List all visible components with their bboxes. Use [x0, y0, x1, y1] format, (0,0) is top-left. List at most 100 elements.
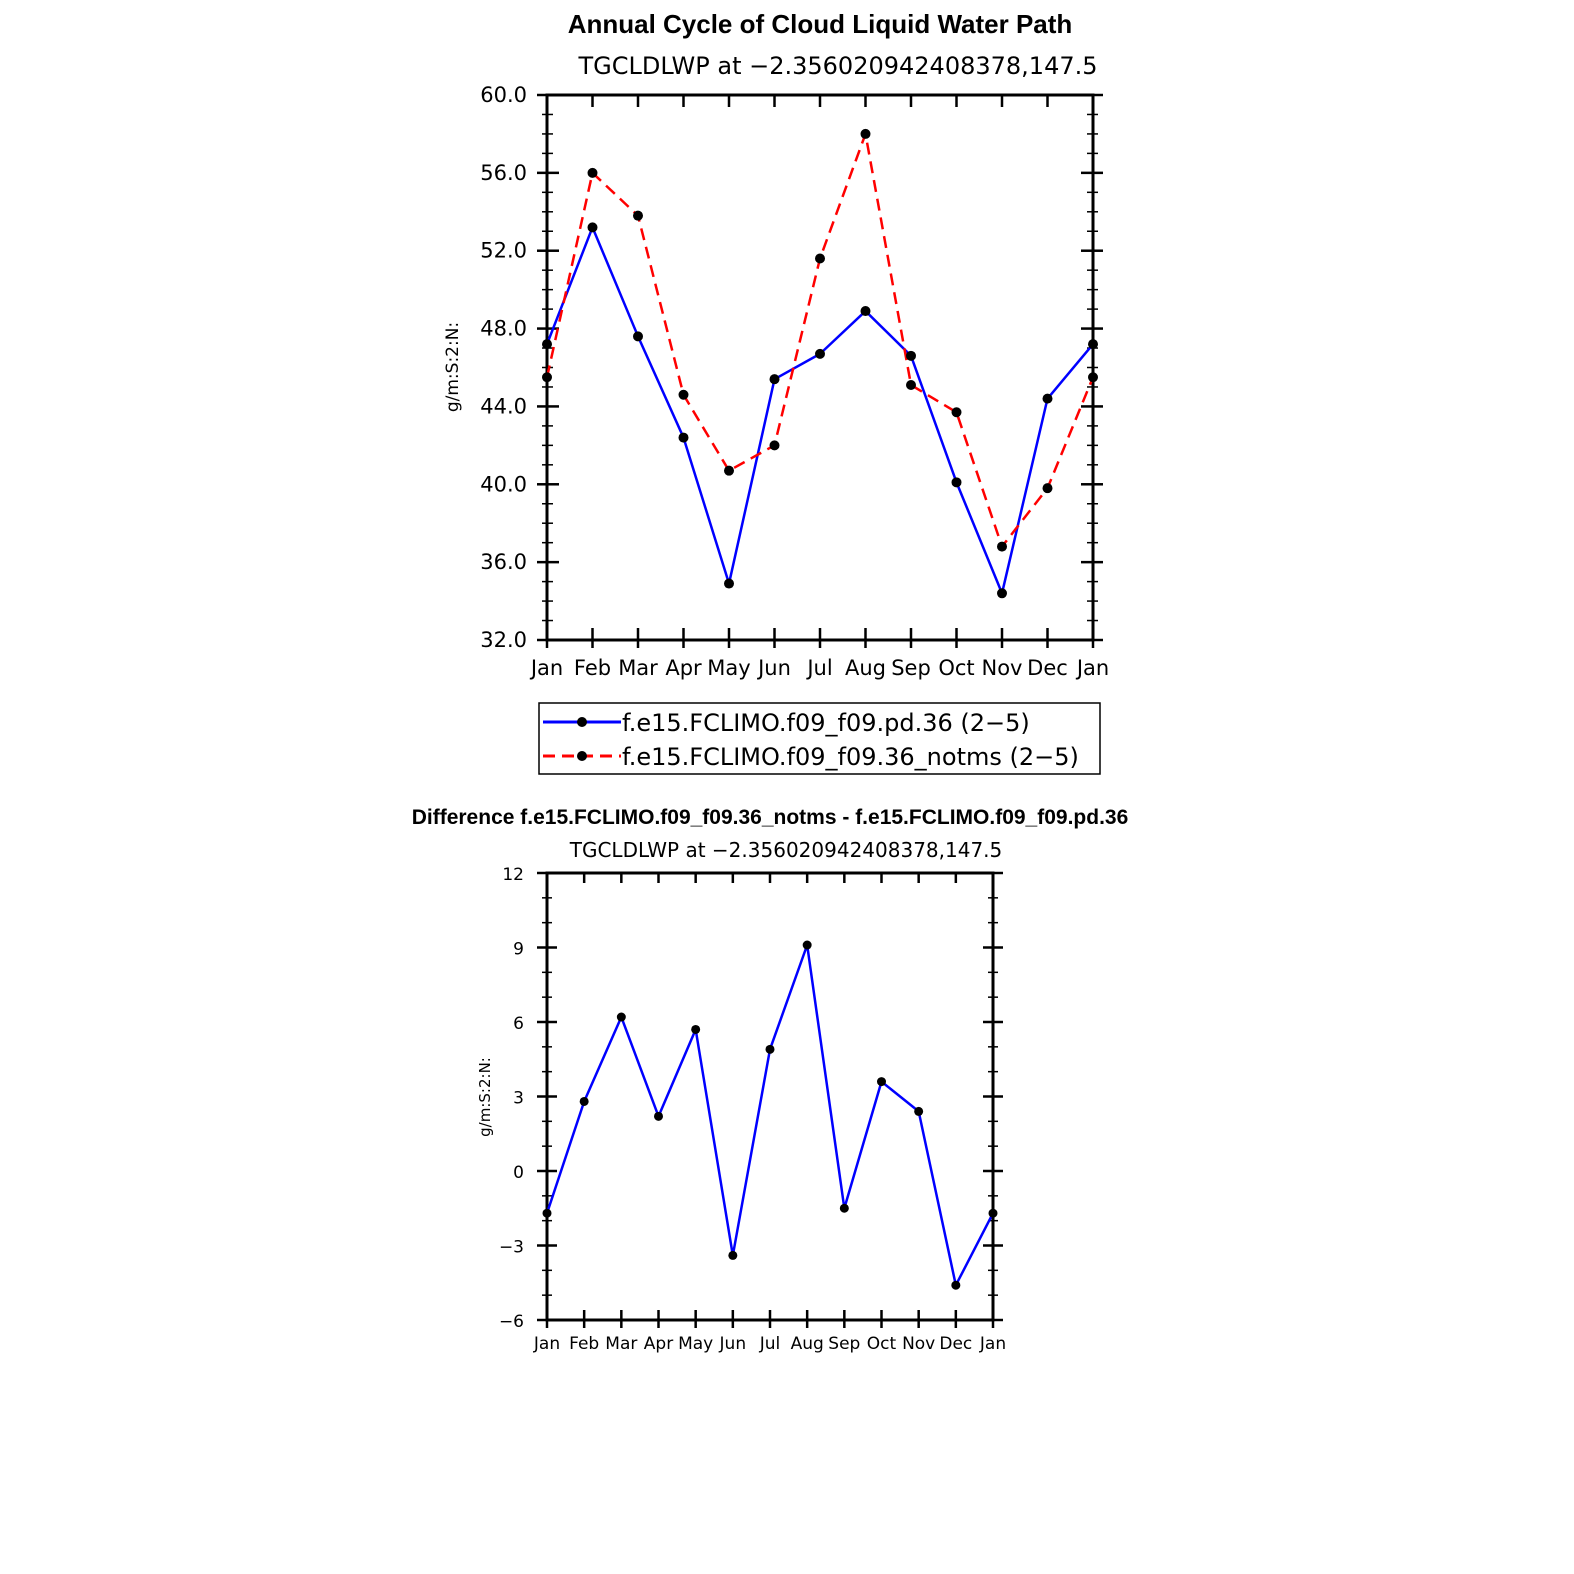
y-tick-label: 3 [513, 1089, 524, 1109]
data-point-series-1 [815, 348, 825, 359]
x-tick-label: Nov [982, 656, 1023, 680]
chart-subtitle: TGCLDLWP at −2.356020942408378,147.5 [569, 838, 1003, 862]
data-point-series-1 [1042, 393, 1053, 404]
data-point-series-2 [951, 407, 962, 418]
x-tick-label: Oct [938, 656, 974, 680]
plot-area: Jan Feb Mar Apr May Jun Jul Aug Sep Oct Nov Dec Jan3… [480, 83, 1109, 680]
data-point-series-1 [542, 339, 552, 350]
data-point-series-2 [542, 372, 552, 383]
data-point-series-1 [914, 1106, 924, 1116]
x-tick-label: May [678, 1334, 713, 1354]
plot-frame [545, 871, 995, 1322]
data-point-series-1 [951, 1280, 961, 1290]
y-axis-label: g/m:S:2:N: [476, 1057, 494, 1137]
legend-box [538, 702, 1101, 775]
y-tick-label: 48.0 [480, 317, 527, 341]
data-point-series-1 [802, 940, 812, 950]
data-point-series-2 [678, 389, 689, 400]
chart-title: Annual Cycle of Cloud Liquid Water Path [568, 9, 1073, 39]
data-point-series-1 [654, 1111, 663, 1121]
x-tick-label: Mar [618, 656, 658, 680]
x-tick-label: Apr [665, 656, 702, 680]
data-point-series-2 [724, 465, 734, 476]
y-tick-label: 36.0 [480, 550, 527, 574]
y-tick-label: 32.0 [480, 628, 527, 652]
data-point-series-1 [906, 350, 916, 361]
data-point-series-2 [906, 380, 916, 391]
y-tick-label: −6 [499, 1312, 524, 1332]
x-tick-label: Dec [1027, 656, 1068, 680]
data-point-series-2 [997, 541, 1007, 552]
x-tick-label: Aug [845, 656, 886, 680]
y-tick-label: 56.0 [480, 161, 527, 185]
x-tick-label: Jan [979, 1334, 1006, 1354]
data-point-series-1 [839, 1203, 849, 1213]
data-point-series-1 [616, 1012, 626, 1022]
y-tick-label: 0 [513, 1163, 524, 1183]
data-point-series-1 [678, 432, 689, 443]
x-tick-label: Aug [791, 1334, 824, 1354]
x-tick-label: Sep [828, 1334, 860, 1354]
data-point-series-2 [769, 440, 780, 451]
annual-cycle-chart: Annual Cycle of Cloud Liquid Water Path … [443, 9, 1109, 775]
series-line-1 [545, 943, 995, 1287]
legend: f.e15.FCLIMO.f09_f09.pd.36 (2−5) f.e15.F… [538, 702, 1101, 775]
x-tick-label: Feb [574, 656, 611, 680]
data-point-series-1 [579, 1096, 589, 1106]
data-point-series-1 [691, 1024, 701, 1034]
data-point-series-1 [542, 1208, 552, 1218]
x-tick-label: Feb [569, 1334, 599, 1354]
y-tick-label: −3 [499, 1238, 524, 1258]
data-point-series-2 [860, 128, 871, 139]
data-point-series-1 [765, 1044, 775, 1054]
data-point-series-2 [815, 253, 825, 264]
data-point-series-1 [1088, 339, 1098, 350]
plot-area: Jan Feb Mar Apr May Jun Jul Aug Sep Oct Nov Dec Jan−… [499, 865, 1006, 1354]
x-tick-label: Oct [867, 1334, 897, 1354]
x-tick-label: May [707, 656, 750, 680]
data-point-series-1 [997, 588, 1007, 599]
y-tick-label: 9 [513, 940, 524, 960]
chart-title: Difference f.e15.FCLIMO.f09_f09.36_notms… [412, 806, 1129, 829]
difference-chart: Difference f.e15.FCLIMO.f09_f09.36_notms… [412, 806, 1129, 1354]
legend-marker-series-2 [577, 751, 587, 761]
legend-label-series-2: f.e15.FCLIMO.f09_f09.36_notms (2−5) [622, 743, 1079, 771]
chart-subtitle: TGCLDLWP at −2.356020942408378,147.5 [578, 52, 1098, 80]
x-tick-label: Mar [605, 1334, 637, 1354]
data-point-series-1 [728, 1250, 738, 1260]
data-point-series-1 [860, 306, 871, 317]
data-point-series-2 [633, 210, 643, 221]
y-tick-label: 52.0 [480, 239, 527, 263]
x-tick-label: Jan [529, 656, 563, 680]
series-line-1 [545, 226, 1094, 595]
data-point-series-1 [769, 374, 780, 385]
legend-marker-series-1 [577, 717, 587, 727]
x-tick-label: Jul [759, 1334, 781, 1354]
x-tick-label: Nov [902, 1334, 935, 1354]
y-tick-label: 40.0 [480, 472, 527, 496]
y-axis-label: g/m:S:2:N: [443, 322, 463, 412]
y-tick-label: 6 [513, 1014, 524, 1034]
data-point-series-1 [633, 331, 643, 342]
data-point-series-1 [951, 477, 962, 488]
x-tick-label: Dec [939, 1334, 972, 1354]
legend-label-series-1: f.e15.FCLIMO.f09_f09.pd.36 (2−5) [622, 709, 1030, 737]
y-tick-label: 60.0 [480, 83, 527, 107]
data-point-series-2 [1088, 372, 1098, 383]
x-tick-label: Apr [644, 1334, 673, 1354]
x-tick-label: Jan [533, 1334, 560, 1354]
x-tick-label: Jun [719, 1334, 747, 1354]
data-point-series-1 [988, 1208, 998, 1218]
data-point-series-1 [587, 222, 598, 233]
x-tick-label: Jul [805, 656, 832, 680]
x-tick-label: Jun [756, 656, 791, 680]
data-point-series-1 [877, 1077, 886, 1087]
y-tick-label: 44.0 [480, 394, 527, 418]
x-tick-label: Jan [1075, 656, 1109, 680]
x-tick-label: Sep [891, 656, 931, 680]
series-line-2 [545, 132, 1095, 548]
data-point-series-2 [1042, 483, 1053, 494]
data-point-series-1 [724, 578, 734, 589]
data-point-series-2 [587, 167, 598, 178]
